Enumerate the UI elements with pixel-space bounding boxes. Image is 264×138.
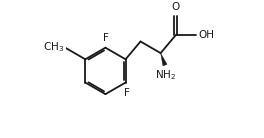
Text: CH$_3$: CH$_3$ (43, 40, 64, 54)
Text: O: O (171, 2, 180, 12)
Polygon shape (161, 53, 167, 66)
Text: F: F (124, 88, 130, 98)
Text: F: F (102, 33, 109, 43)
Text: OH: OH (199, 30, 215, 40)
Text: NH$_2$: NH$_2$ (155, 68, 176, 82)
